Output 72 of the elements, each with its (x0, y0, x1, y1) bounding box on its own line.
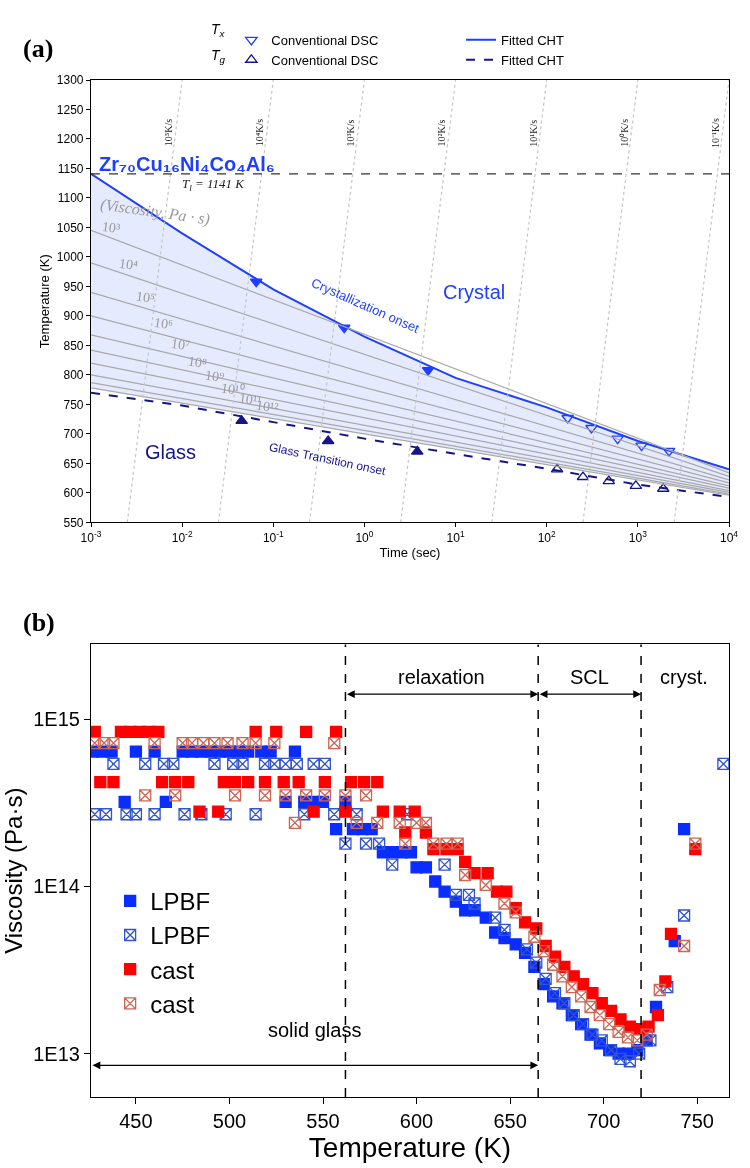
text: 10³ (100, 218, 122, 237)
text: 10⁵ (135, 288, 156, 307)
x-tick-label: 500 (212, 1110, 247, 1133)
legend-label: cast (150, 990, 195, 1018)
x-tick-label: 10$^{-1}$ (262, 528, 285, 545)
chart-title: (a) (23, 34, 54, 63)
text: 10⁶ (153, 314, 174, 333)
y-tick-label: 550 (63, 515, 84, 530)
x-tick-label: 10$^{-3}$ (80, 528, 102, 545)
x-tick-label: 550 (306, 1110, 340, 1133)
y-tick-label: 1E15 (33, 708, 80, 731)
text: T$_{g}$ (211, 47, 226, 65)
legend-label: Conventional DSC (271, 52, 379, 68)
y-tick-label: 750 (63, 397, 84, 412)
annotation: Crystal (443, 281, 506, 303)
y-tick-label: 1250 (56, 102, 84, 117)
legend-label: LPBF (150, 888, 211, 916)
text: 10⁸ (187, 353, 208, 372)
text: 10⁷ (170, 335, 192, 354)
annotation: cryst. (660, 666, 708, 688)
annotation: SCL (570, 666, 609, 688)
ref-line-label: T$_{l}$ = 1141 K (182, 176, 246, 193)
legend-label: cast (150, 956, 195, 984)
y-tick-label: 950 (63, 279, 84, 294)
x-tick-label: 10$^{0}$ (355, 528, 374, 545)
x-tick-label: 10$^{1}$ (446, 528, 465, 545)
text: 10²K/s (436, 119, 448, 147)
annotation: Glass Transition onset (267, 439, 388, 479)
text: 10⁵K/s (162, 118, 174, 147)
chart-title: (b) (23, 608, 55, 637)
y-tick-label: 1200 (56, 132, 84, 147)
x-tick-label: 750 (680, 1110, 714, 1133)
y-tick-label: 1E14 (33, 875, 80, 898)
y-tick-label: 1E13 (33, 1042, 80, 1065)
y-tick-label: 1050 (56, 220, 84, 235)
y-tick-label: 1100 (57, 191, 84, 206)
text: T$_{x}$ (211, 21, 226, 39)
text: 10³K/s (345, 119, 357, 147)
annotation: Zr₇₀Cu₁₆Ni₄Co₄Al₆ (99, 153, 275, 175)
legend-label: Conventional DSC (271, 32, 379, 48)
y-tick-label: 650 (63, 456, 84, 471)
annotation: relaxation (398, 666, 485, 688)
y-tick-label: 600 (63, 486, 84, 501)
text: 10⁴ (118, 255, 139, 274)
legend-label: LPBF (150, 922, 211, 950)
y-axis-title: Temperature (K) (36, 254, 52, 349)
legend-label: Fitted CHT (501, 52, 564, 68)
y-tick-label: 900 (63, 309, 84, 324)
annotation: Glass (145, 441, 197, 463)
y-tick-label: 800 (63, 368, 84, 383)
y-tick-label: 700 (63, 427, 84, 442)
y-tick-label: 1150 (57, 161, 84, 176)
x-tick-label: 450 (119, 1110, 153, 1133)
text: 10⁰K/s (618, 118, 630, 147)
text: 10⁻¹K/s (709, 118, 721, 149)
x-axis-title: Temperature (K) (308, 1132, 512, 1164)
x-axis-title: Time (sec) (379, 545, 441, 561)
text: 10¹K/s (527, 119, 539, 147)
y-axis-title: Viscosity (Pa·s) (0, 787, 27, 954)
text: 10⁴K/s (254, 118, 266, 147)
y-tick-label: 1000 (56, 250, 84, 265)
x-tick-label: 10$^{2}$ (537, 528, 557, 545)
x-tick-label: 700 (586, 1110, 621, 1133)
x-tick-label: 10$^{-2}$ (171, 528, 193, 545)
y-tick-label: 850 (63, 338, 84, 353)
x-tick-label: 10$^{3}$ (628, 528, 648, 545)
y-tick-label: 1300 (56, 73, 84, 88)
x-tick-label: 10$^{4}$ (719, 528, 739, 545)
x-tick-label: 650 (493, 1110, 527, 1133)
legend-label: Fitted CHT (501, 32, 564, 48)
x-tick-label: 600 (399, 1110, 434, 1133)
annotation: solid glass (268, 1019, 362, 1041)
